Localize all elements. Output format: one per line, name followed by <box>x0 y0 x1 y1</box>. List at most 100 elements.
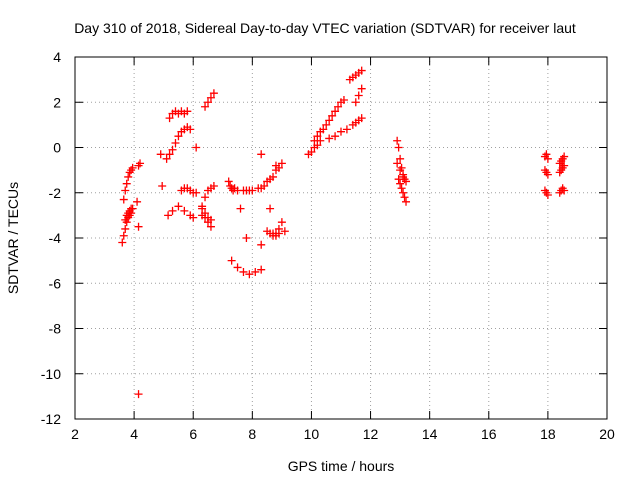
data-point <box>134 222 143 231</box>
data-point <box>127 209 136 218</box>
data-point <box>204 98 212 107</box>
data-point <box>133 197 142 206</box>
data-point <box>543 154 552 163</box>
data-point <box>257 240 266 249</box>
data-point <box>128 163 137 172</box>
data-point <box>236 204 245 213</box>
y-tick-label: -4 <box>49 230 62 246</box>
data-point <box>206 222 215 231</box>
data-point <box>271 161 280 170</box>
data-point <box>209 89 218 98</box>
data-point <box>174 202 183 211</box>
data-point <box>233 263 242 272</box>
data-point <box>313 141 322 150</box>
x-axis-label: GPS time / hours <box>288 458 395 474</box>
data-point <box>543 191 552 200</box>
data-point <box>201 193 210 202</box>
data-point <box>158 181 167 190</box>
y-tick-label: -2 <box>49 185 62 201</box>
y-tick-label: -8 <box>49 321 62 337</box>
data-point <box>201 209 210 218</box>
data-point <box>402 177 411 186</box>
data-point <box>334 102 343 111</box>
data-point <box>322 120 331 129</box>
data-point <box>319 125 328 134</box>
y-tick-label: -10 <box>41 366 61 382</box>
x-tick-label: 12 <box>363 426 379 442</box>
data-point <box>209 181 218 190</box>
data-point <box>342 125 351 134</box>
x-tick-label: 20 <box>599 426 615 442</box>
data-point <box>396 179 405 188</box>
data-point <box>397 184 406 193</box>
y-tick-label: 4 <box>53 49 61 65</box>
data-point <box>189 213 198 222</box>
x-tick-label: 6 <box>189 426 197 442</box>
data-point <box>402 197 411 206</box>
data-point <box>310 136 319 145</box>
data-point <box>224 177 233 186</box>
data-point <box>269 172 278 181</box>
x-tick-label: 8 <box>248 426 256 442</box>
data-point <box>328 111 337 120</box>
data-point <box>560 152 569 161</box>
data-point <box>331 132 340 141</box>
data-point <box>164 211 173 220</box>
data-point <box>331 107 340 116</box>
data-point <box>396 166 405 175</box>
data-point <box>128 204 137 213</box>
data-point <box>198 202 207 211</box>
data-point <box>206 215 215 224</box>
data-point <box>171 138 180 147</box>
x-tick-label: 2 <box>71 426 79 442</box>
x-tick-label: 4 <box>130 426 138 442</box>
data-point <box>400 193 409 202</box>
data-point <box>124 172 133 181</box>
data-point <box>119 195 128 204</box>
data-point <box>242 234 251 242</box>
data-point <box>542 150 551 159</box>
data-point <box>393 136 402 145</box>
data-point <box>165 150 174 159</box>
y-tick-label: -6 <box>49 275 62 291</box>
data-point <box>248 186 257 195</box>
data-point <box>260 181 269 190</box>
data-point <box>122 179 131 188</box>
data-point <box>119 231 128 240</box>
data-point <box>357 66 366 75</box>
data-point <box>162 154 171 163</box>
data-point <box>254 184 263 193</box>
data-point <box>136 159 145 168</box>
data-point <box>543 170 552 179</box>
x-tick-label: 10 <box>304 426 320 442</box>
data-point <box>168 145 177 154</box>
data-point <box>307 148 316 157</box>
y-tick-label: -12 <box>41 411 61 427</box>
data-point <box>257 265 266 274</box>
y-axis-label: SDTVAR / TECUs <box>5 182 21 294</box>
data-point <box>394 143 403 152</box>
data-point <box>201 102 210 111</box>
data-point <box>239 267 248 276</box>
axis-ticks: 2 4 6 8 10 12 14 16 18 20 -12 -10 -8 -6 -4 -2 0 2 4 <box>41 49 615 442</box>
data-point <box>274 224 283 233</box>
data-point <box>560 161 569 170</box>
data-point <box>396 154 405 163</box>
data-point <box>266 204 275 213</box>
data-point <box>313 132 322 141</box>
y-tick-label: 0 <box>53 140 61 156</box>
data-point <box>156 150 165 159</box>
data-point <box>192 143 201 152</box>
data-point <box>186 125 195 134</box>
data-point <box>399 188 408 197</box>
data-point <box>394 175 403 184</box>
data-point <box>251 267 260 276</box>
data-point <box>122 218 131 227</box>
data-point <box>206 93 215 102</box>
data-point <box>245 270 254 279</box>
data-point <box>168 206 177 215</box>
data-point <box>121 224 130 233</box>
data-point <box>393 159 402 168</box>
grid <box>75 57 607 419</box>
